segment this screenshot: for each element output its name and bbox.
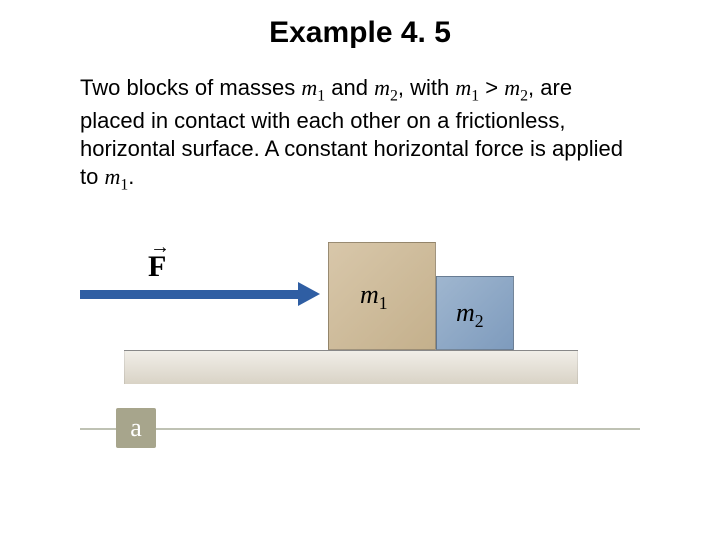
page-title: Example 4. 5 — [0, 16, 720, 50]
block-m1-label: m1 — [360, 280, 388, 314]
subfigure-label: a — [130, 413, 142, 443]
surface — [124, 350, 578, 384]
subfigure-badge: a — [116, 408, 156, 448]
force-arrow-shaft — [80, 290, 298, 299]
var-m2b: m2 — [504, 75, 528, 100]
text-run: > — [479, 75, 504, 100]
vector-arrow-icon: → — [150, 236, 170, 259]
problem-statement: Two blocks of masses m1 and m2, with m1 … — [80, 74, 640, 196]
var-m2: m2 — [374, 75, 398, 100]
var-m1b: m1 — [455, 75, 479, 100]
text-run: Two blocks of masses — [80, 75, 301, 100]
force-arrow-head — [298, 282, 320, 306]
var-m1c: m1 — [104, 164, 128, 189]
var-m1: m1 — [301, 75, 325, 100]
text-run: , with — [398, 75, 455, 100]
force-label: → F — [148, 250, 166, 284]
text-run: and — [325, 75, 374, 100]
figure-divider — [80, 428, 640, 430]
text-run: . — [128, 164, 134, 189]
physics-diagram: → F m1 m2 a — [80, 224, 640, 434]
block-m2-label: m2 — [456, 298, 484, 332]
